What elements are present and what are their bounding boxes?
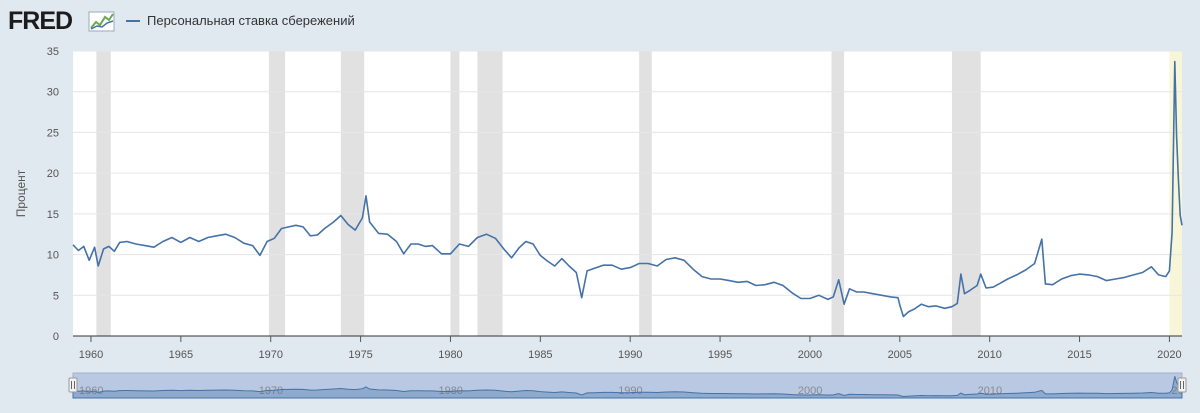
x-tick-label: 2000 <box>798 349 822 361</box>
recession-band <box>639 51 652 336</box>
legend-label: Персональная ставка сбережений <box>147 13 355 28</box>
fred-logo[interactable]: FRED <box>8 7 73 35</box>
legend[interactable]: Персональная ставка сбережений <box>126 13 355 28</box>
highlight-band <box>1169 51 1182 336</box>
fred-chart-logo-icon <box>88 11 115 32</box>
series-line <box>72 60 1183 318</box>
navigator-handle-right[interactable] <box>1177 377 1187 393</box>
legend-swatch <box>126 19 140 22</box>
navigator-label: 1970 <box>259 385 283 397</box>
x-tick-label: 2015 <box>1067 349 1091 361</box>
recession-band <box>450 51 460 336</box>
navigator-label: 1960 <box>79 385 103 397</box>
y-axis-label: Процент <box>14 169 28 217</box>
navigator-series <box>72 376 1183 399</box>
navigator-handle-left[interactable] <box>68 377 78 393</box>
recession-band <box>951 51 981 336</box>
y-tick-label: 5 <box>53 290 59 302</box>
x-tick-label: 1965 <box>169 349 193 361</box>
y-tick-label: 10 <box>47 250 59 262</box>
x-tick-label: 1985 <box>528 349 552 361</box>
recession-band <box>340 51 365 336</box>
y-tick-label: 35 <box>47 46 59 58</box>
navigator-label: 1990 <box>618 385 642 397</box>
y-tick-label: 30 <box>47 87 59 99</box>
x-tick-label: 1960 <box>79 349 103 361</box>
x-tick-label: 1995 <box>708 349 732 361</box>
chart-header: FRED Персональная ставка сбережений <box>0 0 1200 42</box>
y-tick-label: 25 <box>47 127 59 139</box>
recession-band <box>477 51 503 336</box>
y-tick-label: 0 <box>53 331 59 343</box>
x-tick-label: 1980 <box>438 349 462 361</box>
navigator-label: 2000 <box>798 385 822 397</box>
x-tick-label: 1990 <box>618 349 642 361</box>
y-tick-label: 20 <box>47 168 59 180</box>
plot-area <box>73 51 1182 336</box>
y-tick-label: 15 <box>47 209 59 221</box>
x-tick-label: 2020 <box>1157 349 1181 361</box>
recession-band <box>268 51 286 336</box>
x-tick-label: 1975 <box>348 349 372 361</box>
recession-band <box>96 51 111 336</box>
recession-band <box>831 51 845 336</box>
x-tick-label: 1970 <box>258 349 282 361</box>
x-tick-label: 2005 <box>888 349 912 361</box>
x-tick-label: 2010 <box>977 349 1001 361</box>
